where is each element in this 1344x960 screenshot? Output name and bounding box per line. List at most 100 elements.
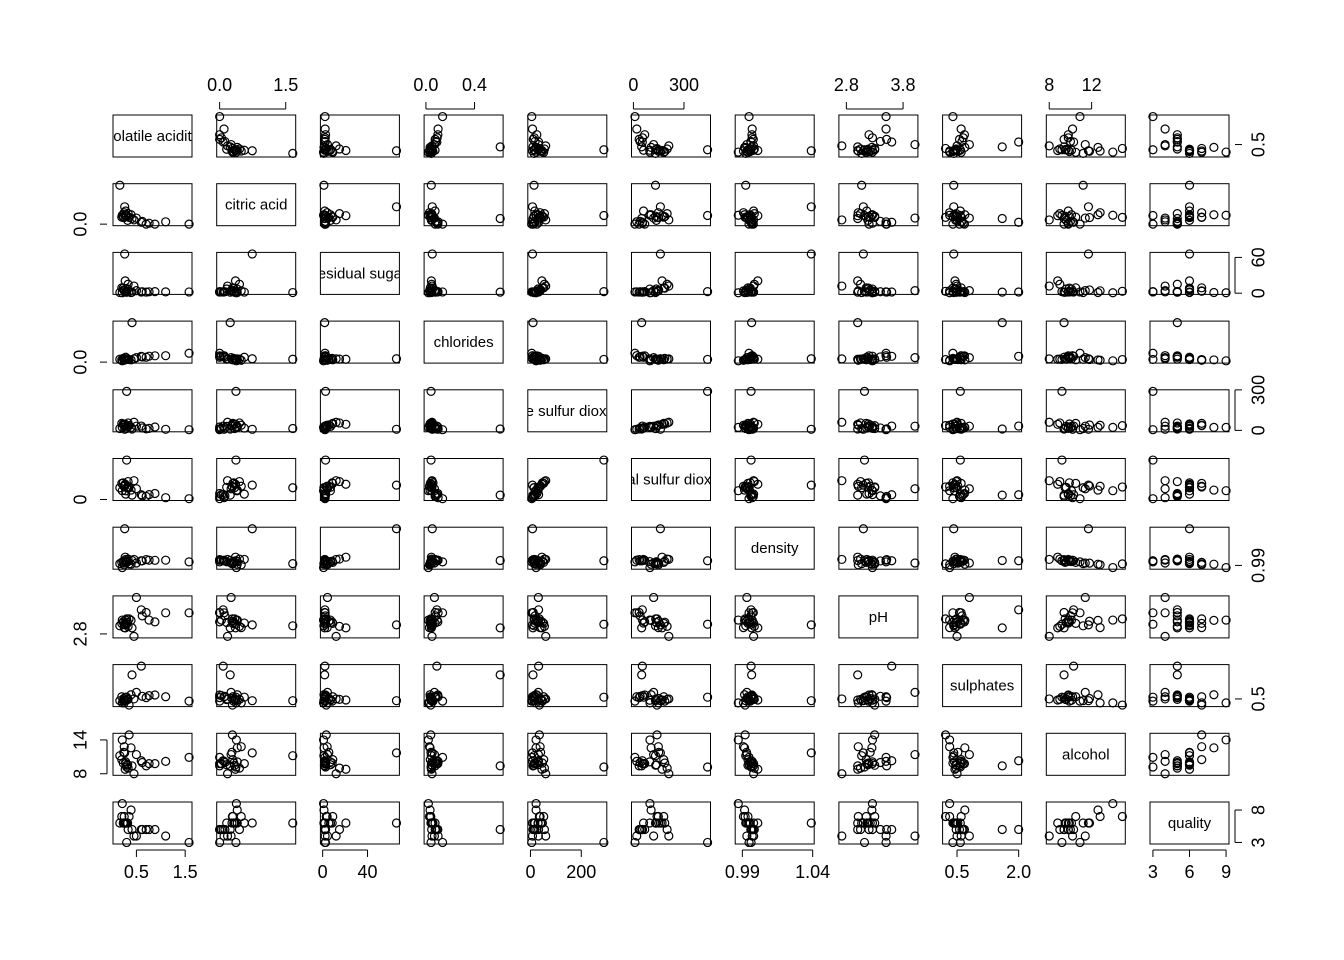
point <box>137 556 147 566</box>
point <box>664 769 674 779</box>
panel <box>630 386 713 435</box>
point <box>741 180 751 190</box>
point <box>940 143 951 154</box>
point <box>955 386 965 396</box>
point <box>881 287 891 297</box>
point <box>1160 351 1170 361</box>
panel <box>112 661 194 710</box>
point <box>136 605 146 615</box>
point <box>855 824 866 835</box>
panel <box>527 524 609 573</box>
point <box>427 249 437 259</box>
point <box>228 418 238 428</box>
point <box>127 490 137 500</box>
point <box>662 824 672 835</box>
point <box>881 124 891 134</box>
point <box>997 490 1007 500</box>
point <box>184 608 194 618</box>
point <box>219 756 229 766</box>
point <box>1063 615 1073 625</box>
point <box>637 661 647 671</box>
point <box>219 124 229 134</box>
panel <box>215 592 298 641</box>
panel: chlorides <box>423 320 504 364</box>
point <box>1160 555 1170 565</box>
point <box>964 831 974 841</box>
point <box>184 425 194 435</box>
point <box>530 824 540 835</box>
point <box>1197 730 1207 740</box>
panel <box>940 592 1024 641</box>
y-tick-label: 3 <box>1249 837 1269 847</box>
point <box>875 136 885 147</box>
panel-frame <box>527 183 608 227</box>
panel-frame <box>527 526 608 570</box>
point <box>144 758 154 769</box>
point <box>655 524 665 534</box>
point <box>956 424 966 434</box>
panel-frame <box>942 389 1023 433</box>
panel: pH <box>838 595 919 639</box>
panel <box>940 386 1024 435</box>
panel-frame <box>734 526 815 570</box>
point <box>533 592 543 603</box>
point <box>215 422 225 432</box>
panel-frame <box>1045 732 1126 776</box>
point <box>870 421 880 431</box>
point <box>953 747 963 757</box>
point <box>115 818 125 828</box>
point <box>702 619 713 629</box>
point <box>122 386 132 396</box>
point <box>495 761 505 771</box>
point <box>702 837 713 848</box>
point <box>215 287 225 297</box>
point <box>940 811 951 822</box>
point <box>320 761 330 771</box>
point <box>117 562 127 573</box>
point <box>861 355 871 365</box>
point <box>940 212 951 222</box>
point <box>541 831 551 841</box>
x-tick-label: 0.5 <box>945 862 970 882</box>
point <box>124 700 134 710</box>
point <box>635 556 645 566</box>
point <box>702 287 713 297</box>
point <box>659 755 669 765</box>
point <box>236 623 246 633</box>
point <box>433 124 443 134</box>
point <box>495 142 505 152</box>
panel-frame <box>527 732 608 776</box>
point <box>659 355 669 365</box>
point <box>949 818 959 828</box>
panel <box>837 730 920 779</box>
point <box>1044 831 1054 841</box>
point <box>437 837 448 848</box>
point <box>530 611 540 621</box>
x-tick-label: 3.8 <box>891 75 916 95</box>
point <box>431 491 441 501</box>
point <box>533 661 544 671</box>
point <box>227 818 237 828</box>
point <box>662 209 672 219</box>
panel <box>112 524 194 573</box>
point <box>1197 283 1207 293</box>
panel-frame <box>423 458 504 501</box>
point <box>320 670 330 680</box>
panel-frame <box>216 595 297 639</box>
point <box>117 486 127 496</box>
point <box>865 818 875 828</box>
point <box>184 219 194 229</box>
panel <box>112 730 194 779</box>
point <box>952 831 962 841</box>
panel-frame <box>631 732 711 776</box>
point <box>853 481 863 491</box>
point <box>1172 423 1182 433</box>
point <box>1055 554 1065 564</box>
point <box>855 476 866 487</box>
point <box>855 144 866 154</box>
point <box>426 730 436 740</box>
point <box>806 202 816 212</box>
point <box>126 615 136 625</box>
point <box>117 418 127 428</box>
point <box>997 213 1007 224</box>
